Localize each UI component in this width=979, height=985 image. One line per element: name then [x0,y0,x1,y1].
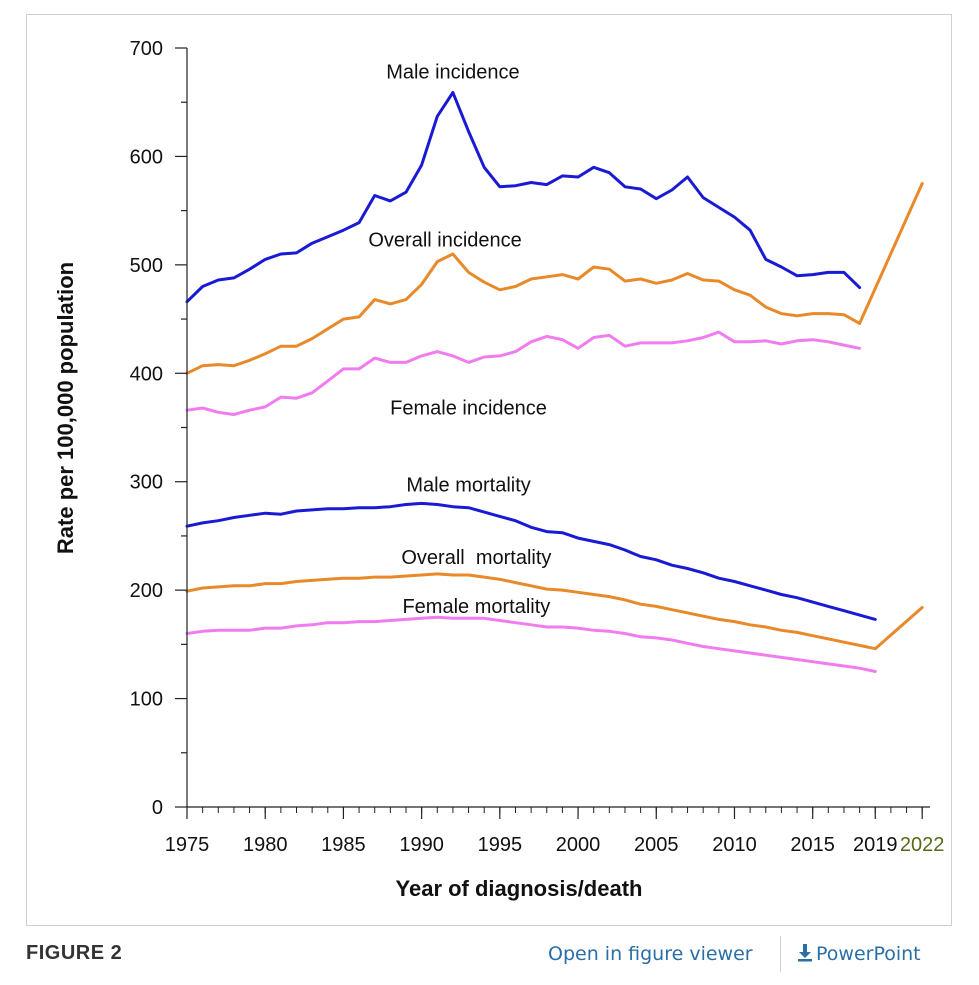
x-tick-label: 2019 [853,834,898,856]
x-ticks: 1975 1980 1985 1990 1995 2000 2005 2010 2015 2019… [165,807,945,856]
x-tick-label: 1985 [321,834,366,856]
x-tick-label: 1980 [243,834,288,856]
open-in-figure-viewer-link[interactable]: Open in figure viewer [548,943,753,965]
y-tick-label: 600 [130,146,163,168]
caption-divider [780,936,781,972]
y-tick-label: 700 [130,38,163,60]
y-tick-label: 500 [130,255,163,277]
y-tick-label: 200 [130,580,163,602]
x-tick-label: 1995 [478,834,523,856]
x-axis-title: Year of diagnosis/death [396,876,643,901]
series-line-overall-incidence [185,182,924,375]
series-line-male-mortality [185,501,877,621]
powerpoint-download-link[interactable]: PowerPoint [797,943,921,965]
series-label-male-mortality: Male mortality [406,474,530,496]
download-icon [798,944,812,962]
x-tick-label: 2015 [790,834,835,856]
x-tick-label: 2010 [712,834,757,856]
series-label-overall-mortality: Overall mortality [401,547,551,569]
x-tick-label: 2000 [556,834,601,856]
series-label-female-incidence: Female incidence [390,397,547,419]
x-tick-label: 2005 [634,834,679,856]
series-line-male-incidence [185,91,862,304]
series-labels: Male incidence Overall incidence Female in… [368,61,551,618]
x-tick-label: 2022 [900,834,945,856]
figure-label: FIGURE 2 [26,942,123,964]
figure-frame [26,14,952,926]
series-label-male-incidence: Male incidence [386,61,519,83]
series-line-overall-mortality [185,572,924,651]
y-tick-label: 400 [130,363,163,385]
series-label-female-mortality: Female mortality [402,596,550,618]
x-tick-label: 1990 [399,834,444,856]
y-tick-label: 100 [130,689,163,711]
series-label-overall-incidence: Overall incidence [368,229,521,251]
y-tick-label: 0 [152,797,163,819]
series-layer [185,91,924,673]
series-line-female-incidence [185,330,862,416]
powerpoint-label: PowerPoint [816,943,921,965]
x-tick-label: 1975 [165,834,210,856]
series-line-female-mortality [185,615,877,673]
y-ticks: 0 100 200 300 400 500 600 700 [130,38,187,819]
y-axis-title: Rate per 100,000 population [53,262,78,554]
figure-caption-bar: FIGURE 2 Open in figure viewer PowerPoin… [26,936,952,976]
y-tick-label: 300 [130,472,163,494]
